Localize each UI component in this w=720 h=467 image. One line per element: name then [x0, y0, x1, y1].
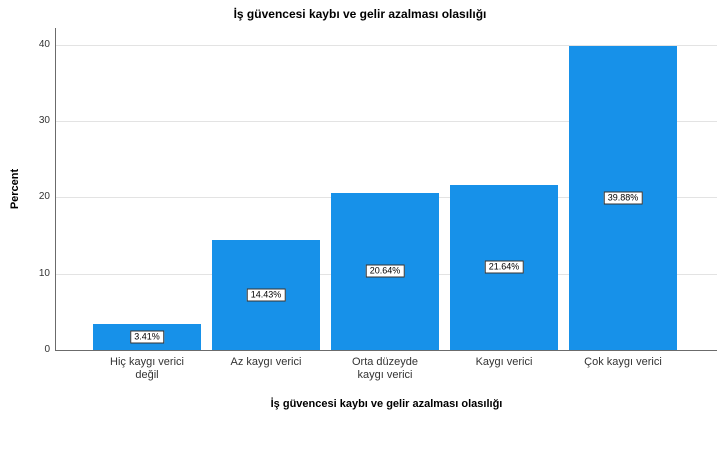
x-category-label: Kaygı verici [475, 356, 533, 368]
bar-value-label: 3.41% [130, 330, 164, 344]
y-axis-title: Percent [9, 168, 21, 210]
x-axis-line [55, 350, 717, 351]
y-tick-label-40: 40 [38, 39, 50, 50]
y-tick-label-20: 20 [38, 191, 50, 202]
y-gridline-30 [56, 121, 717, 122]
y-axis-line [55, 28, 56, 350]
x-axis-title: İş güvencesi kaybı ve gelir azalması ola… [270, 398, 503, 410]
bar-value-label: 14.43% [246, 288, 286, 302]
x-category-label: Orta düzeyde kaygı verici [351, 356, 419, 381]
chart-title: İş güvencesi kaybı ve gelir azalması ola… [233, 7, 487, 21]
y-gridline-40 [56, 45, 717, 46]
bar-value-label: 39.88% [603, 191, 643, 205]
bar-value-label: 21.64% [484, 260, 524, 274]
x-category-label: Az kaygı verici [230, 356, 302, 368]
bar-value-label: 20.64% [365, 264, 405, 278]
y-tick-label-30: 30 [38, 115, 50, 126]
y-tick-label-0: 0 [44, 344, 50, 355]
x-category-label: Çok kaygı verici [584, 356, 662, 368]
x-category-label: Hiç kaygı verici değil [110, 356, 184, 381]
y-tick-label-10: 10 [38, 268, 50, 279]
